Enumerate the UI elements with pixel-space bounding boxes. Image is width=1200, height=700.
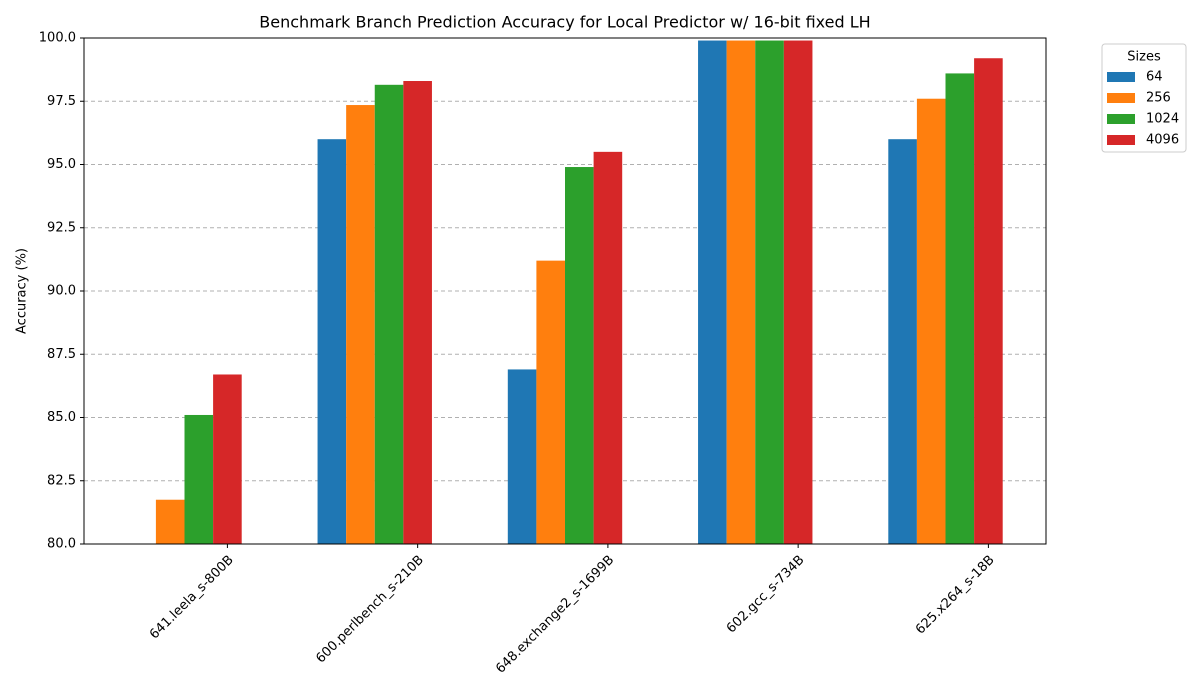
bar: [565, 167, 594, 544]
y-tick-label: 82.5: [47, 473, 76, 488]
bar: [726, 40, 756, 544]
bar: [755, 40, 784, 544]
x-tick-label: 641.leela_s-800B: [147, 553, 237, 643]
bar: [945, 73, 975, 544]
bars: [127, 40, 1003, 595]
y-tick-label: 97.5: [47, 94, 76, 109]
legend-swatch: [1107, 93, 1135, 103]
legend-title: Sizes: [1127, 50, 1161, 65]
bar: [698, 40, 727, 544]
y-axis-label: Accuracy (%): [15, 248, 30, 334]
chart-title: Benchmark Branch Prediction Accuracy for…: [259, 13, 870, 32]
y-tick-label: 92.5: [47, 220, 76, 235]
legend: Sizes 64 256 1024 4096: [1101, 43, 1187, 153]
bar: [593, 151, 623, 544]
y-tick-label: 95.0: [47, 157, 76, 172]
x-tick-label: 625.x264_s-18B: [913, 553, 998, 638]
bar: [155, 499, 185, 544]
x-tick-label: 602.gcc_s-734B: [724, 553, 808, 637]
bar: [346, 105, 375, 544]
y-tick-label: 87.5: [47, 347, 76, 362]
x-tick-label: 600.perlbench_s-210B: [313, 553, 427, 667]
legend-swatch: [1107, 135, 1135, 145]
bar: [374, 84, 404, 544]
bar: [536, 260, 565, 544]
bar: [317, 139, 347, 544]
legend-label: 4096: [1146, 133, 1179, 148]
bar: [888, 139, 917, 544]
y-tick-label: 90.0: [47, 284, 76, 299]
y-tick-label: 100.0: [39, 31, 76, 46]
bar: [783, 40, 813, 544]
bar: [507, 369, 537, 544]
x-tick-label: 648.exchange2_s-1699B: [493, 553, 617, 677]
axes: 80.0 82.5 85.0 87.5 90.0 92.5 95.0 97.5 100.0 641…: [39, 31, 998, 677]
legend-swatch: [1107, 72, 1135, 82]
legend-label: 256: [1146, 91, 1171, 106]
bar: [916, 98, 946, 544]
bar: [974, 58, 1003, 544]
legend-box: [1101, 43, 1187, 153]
bar: [127, 544, 156, 595]
y-tick-label: 80.0: [47, 537, 76, 552]
legend-swatch: [1107, 114, 1135, 124]
bar: [213, 374, 242, 544]
bar: [403, 81, 432, 544]
legend-label: 64: [1146, 70, 1163, 85]
bar: [184, 414, 214, 544]
legend-label: 1024: [1146, 112, 1179, 127]
y-tick-label: 85.0: [47, 410, 76, 425]
